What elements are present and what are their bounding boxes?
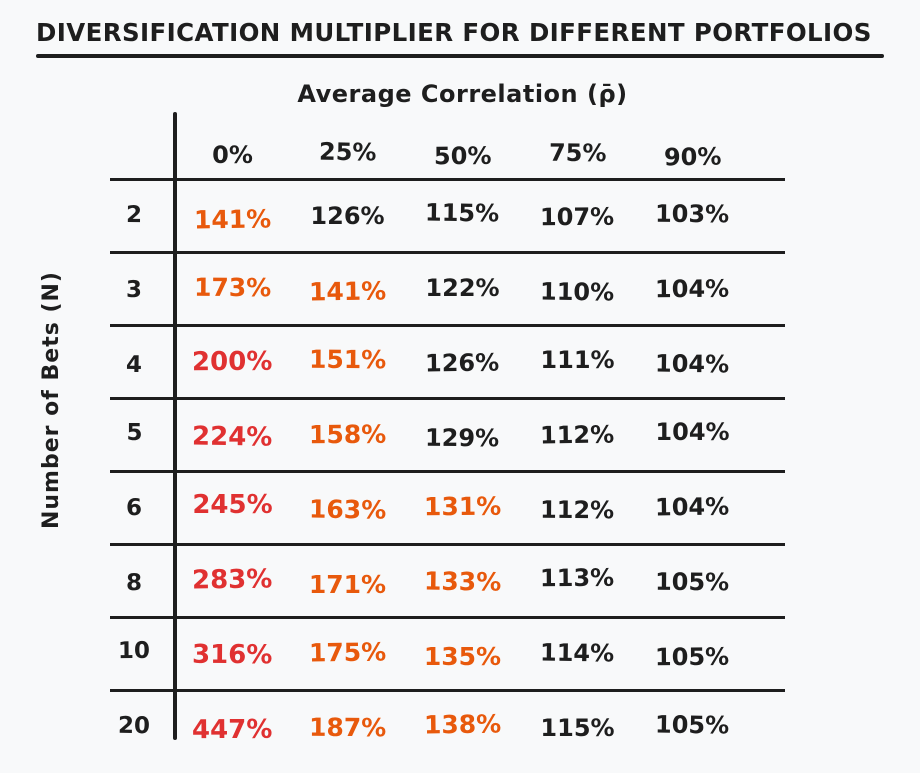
column-header: 90% xyxy=(663,142,722,172)
table-row: 10 316% 175% 135% 114% 105% xyxy=(110,616,785,689)
multiplier-cell: 283% xyxy=(192,564,273,596)
multiplier-cell: 107% xyxy=(540,202,615,232)
multiplier-cell: 104% xyxy=(655,349,730,379)
multiplier-cell: 105% xyxy=(655,642,730,672)
multiplier-cell: 224% xyxy=(192,421,273,453)
multiplier-cell: 115% xyxy=(425,198,500,228)
figure-title: DIVERSIFICATION MULTIPLIER FOR DIFFERENT… xyxy=(36,18,872,47)
multiplier-cell: 104% xyxy=(655,418,730,446)
column-header: 25% xyxy=(318,137,377,167)
multiplier-cell: 122% xyxy=(425,274,500,302)
table-row: 20 447% 187% 138% 115% 105% xyxy=(110,689,785,762)
table-vertical-line xyxy=(173,112,177,740)
column-header: 50% xyxy=(433,141,492,171)
table-row: 8 283% 171% 133% 113% 105% xyxy=(110,543,785,616)
multiplier-cell: 114% xyxy=(540,638,615,668)
multiplier-cell: 447% xyxy=(192,714,273,746)
multiplier-cell: 158% xyxy=(308,419,387,449)
multiplier-cell: 103% xyxy=(655,199,730,229)
table-row: 2 141% 126% 115% 107% 103% xyxy=(110,178,785,251)
row-label: 6 xyxy=(126,494,143,522)
multiplier-cell: 112% xyxy=(540,420,615,450)
multiplier-table: 0% 25% 50% 75% 90% 2 141% 126% 115% 107% 103% 3 173… xyxy=(110,130,785,762)
multiplier-cell: 126% xyxy=(425,348,500,378)
table-header-row: 0% 25% 50% 75% 90% xyxy=(110,130,785,178)
multiplier-cell: 115% xyxy=(540,714,615,742)
multiplier-cell: 141% xyxy=(308,275,387,307)
row-label: 10 xyxy=(118,637,151,665)
multiplier-cell: 105% xyxy=(655,710,730,740)
multiplier-cell: 113% xyxy=(540,563,615,593)
row-axis-label-text: Number of Bets (N) xyxy=(38,270,64,529)
column-header: 0% xyxy=(212,141,253,169)
row-label: 5 xyxy=(126,420,143,446)
row-label: 4 xyxy=(126,351,143,379)
title-underline xyxy=(36,54,884,58)
corner-cell xyxy=(110,130,175,178)
table-row: 4 200% 151% 126% 111% 104% xyxy=(110,324,785,397)
multiplier-cell: 133% xyxy=(423,565,502,597)
multiplier-cell: 173% xyxy=(193,272,272,302)
multiplier-cell: 104% xyxy=(655,274,730,304)
multiplier-cell: 245% xyxy=(192,490,273,520)
multiplier-cell: 104% xyxy=(655,492,730,522)
table-body: 2 141% 126% 115% 107% 103% 3 173% 141% 122% 110% 10… xyxy=(110,178,785,762)
multiplier-cell: 138% xyxy=(423,708,502,740)
multiplier-cell: 112% xyxy=(540,495,615,525)
multiplier-cell: 131% xyxy=(423,491,502,521)
row-label: 8 xyxy=(126,569,143,597)
multiplier-cell: 129% xyxy=(425,423,500,453)
multiplier-cell: 171% xyxy=(308,569,387,599)
multiplier-cell: 200% xyxy=(192,346,273,378)
multiplier-cell: 141% xyxy=(193,203,272,235)
multiplier-cell: 175% xyxy=(308,636,387,668)
table-row: 6 245% 163% 131% 112% 104% xyxy=(110,470,785,543)
multiplier-cell: 126% xyxy=(310,202,385,230)
row-label: 3 xyxy=(126,276,143,304)
multiplier-cell: 105% xyxy=(655,567,730,597)
multiplier-cell: 135% xyxy=(423,641,502,671)
row-axis-label: Number of Bets (N) xyxy=(28,140,74,660)
row-label: 20 xyxy=(118,712,151,740)
multiplier-cell: 111% xyxy=(540,346,615,374)
column-header: 75% xyxy=(548,138,607,168)
table-row: 5 224% 158% 129% 112% 104% xyxy=(110,397,785,470)
table-row: 3 173% 141% 122% 110% 104% xyxy=(110,251,785,324)
multiplier-cell: 316% xyxy=(192,639,273,671)
row-label: 2 xyxy=(126,201,143,229)
column-axis-label: Average Correlation (ρ̄) xyxy=(297,80,628,108)
multiplier-cell: 163% xyxy=(308,493,387,525)
multiplier-cell: 151% xyxy=(308,344,387,374)
multiplier-cell: 110% xyxy=(540,277,615,307)
multiplier-cell: 187% xyxy=(308,712,387,742)
